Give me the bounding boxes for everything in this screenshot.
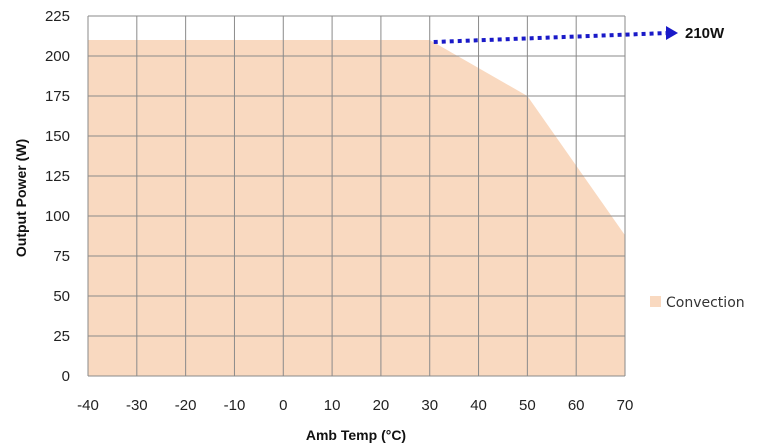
area-series-convection [88,40,625,376]
y-tick-label: 200 [45,48,70,65]
y-tick-label: 0 [62,368,70,385]
annotation-arrowhead [666,26,678,40]
y-tick-label: 225 [45,8,70,25]
x-tick-label: 60 [568,397,585,414]
annotation-layer: 210W [433,25,725,44]
legend-label-convection: Convection [666,295,745,311]
x-tick-label: 20 [373,397,390,414]
x-tick-label: 40 [470,397,487,414]
x-axis-title: Amb Temp (°C) [306,427,406,443]
y-tick-label: 50 [53,288,70,305]
y-tick-label: 100 [45,208,70,225]
y-tick-label: 125 [45,168,70,185]
x-tick-label: -40 [77,397,99,414]
annotation-dotted-line [433,31,669,44]
y-tick-label: 150 [45,128,70,145]
legend-swatch-convection [650,296,661,307]
x-tick-label: 0 [279,397,287,414]
x-tick-label: -10 [224,397,246,414]
x-tick-label: -30 [126,397,148,414]
x-tick-label: 30 [421,397,438,414]
y-tick-label: 175 [45,88,70,105]
legend: Convection [650,295,745,311]
grid-layer [87,15,626,377]
area-layer [88,40,625,376]
x-tick-label: 10 [324,397,341,414]
tick-labels: -40 -30 -20 -10 0 10 20 30 40 50 60 70 0 25 50 75 100 125… [45,8,633,414]
x-tick-label: 50 [519,397,536,414]
annotation-label: 210W [685,25,725,42]
y-tick-label: 75 [53,248,70,265]
y-axis-title: Output Power (W) [13,139,29,257]
x-tick-label: 70 [617,397,634,414]
y-tick-label: 25 [53,328,70,345]
x-tick-label: -20 [175,397,197,414]
